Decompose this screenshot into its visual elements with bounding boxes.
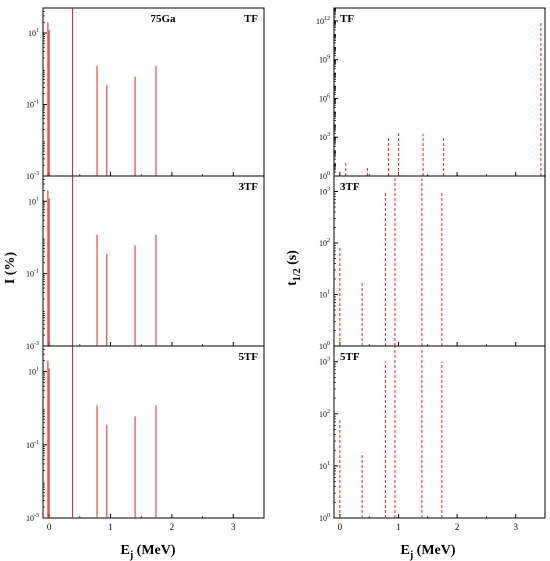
panel-frame	[42, 345, 265, 519]
x-tick-label: 0	[338, 522, 343, 532]
y-tick-label: 102	[319, 238, 330, 248]
panel-4: 100 103 106 109 1012 TF	[316, 7, 546, 181]
left-xlabel-unit: (MeV)	[137, 543, 176, 558]
left-xlabel-main: E	[120, 543, 129, 558]
y-tick-label: 102	[319, 409, 330, 419]
y-tick-label: 10-3	[26, 341, 39, 351]
y-tick-label: 10-1	[26, 269, 39, 279]
right-ylabel-sub: 1/2	[292, 268, 303, 281]
x-tick-label: 3	[231, 522, 236, 532]
y-tick-label: 10-3	[26, 513, 39, 523]
y-tick-label: 101	[319, 461, 330, 471]
y-tick-label: 10-1	[26, 99, 39, 109]
panel-label: TF	[340, 13, 354, 25]
x-tick-label: 3	[513, 522, 518, 532]
y-tick-label: 101	[28, 28, 39, 38]
y-tick-label: 101	[28, 367, 39, 377]
panel-label: TF	[244, 13, 258, 25]
right-xlabel-main: E	[400, 543, 409, 558]
right-xlabel: Ej (MeV)	[400, 543, 455, 561]
panels: 10-310-1101TF75Ga10-310-11013TF10-310-11…	[26, 7, 546, 532]
panel-frame	[333, 345, 546, 519]
x-tick-label: 1	[396, 522, 401, 532]
y-tick-label: 10-3	[26, 171, 39, 181]
right-ylabel: t1/2 (s)	[285, 250, 303, 286]
left-ylabel: I (%)	[3, 252, 18, 285]
x-tick-label: 1	[108, 522, 113, 532]
panel-5: 100 101 102 103 3TF	[319, 175, 546, 351]
panel-frame	[333, 7, 546, 177]
panel-2: 10-3 10-1 101 3TF	[26, 175, 265, 351]
y-tick-label: 101	[319, 290, 330, 300]
x-tick-label: 2	[455, 522, 460, 532]
y-tick-label: 103	[319, 132, 330, 142]
y-tick-label: 100	[319, 171, 330, 181]
y-tick-label: 109	[319, 55, 330, 65]
right-xlabel-sub: j	[409, 550, 413, 561]
right-xlabel-unit: (MeV)	[417, 543, 456, 558]
left-xlabel: Ej (MeV)	[120, 543, 175, 561]
y-tick-label: 103	[319, 187, 330, 197]
y-tick-label: 106	[319, 93, 330, 103]
y-tick-label: 101	[28, 196, 39, 206]
panel-frame	[333, 175, 546, 347]
panel-1: 10-3 10-1 101 TF 75Ga	[26, 7, 265, 181]
panel-6: 100 101 102 103 0 1 2 3 5TF	[319, 345, 546, 532]
panel-label: 3TF	[238, 181, 258, 193]
y-tick-label: 100	[319, 341, 330, 351]
y-tick-label: 100	[319, 513, 330, 523]
panel-label: 5TF	[238, 351, 258, 363]
panel-label: 5TF	[340, 351, 360, 363]
y-tick-label: 1012	[316, 16, 330, 26]
panel-frame	[42, 175, 265, 347]
nucleus-label: 75Ga	[150, 13, 176, 25]
y-tick-label: 103	[319, 357, 330, 367]
left-xlabel-sub: j	[129, 550, 133, 561]
panel-label: 3TF	[340, 181, 360, 193]
x-tick-label: 0	[47, 522, 52, 532]
right-ylabel-main: t	[285, 281, 300, 286]
right-ylabel-unit: (s)	[285, 250, 300, 265]
panel-frame	[42, 7, 265, 177]
x-tick-label: 2	[170, 522, 175, 532]
y-tick-label: 10-1	[26, 440, 39, 450]
